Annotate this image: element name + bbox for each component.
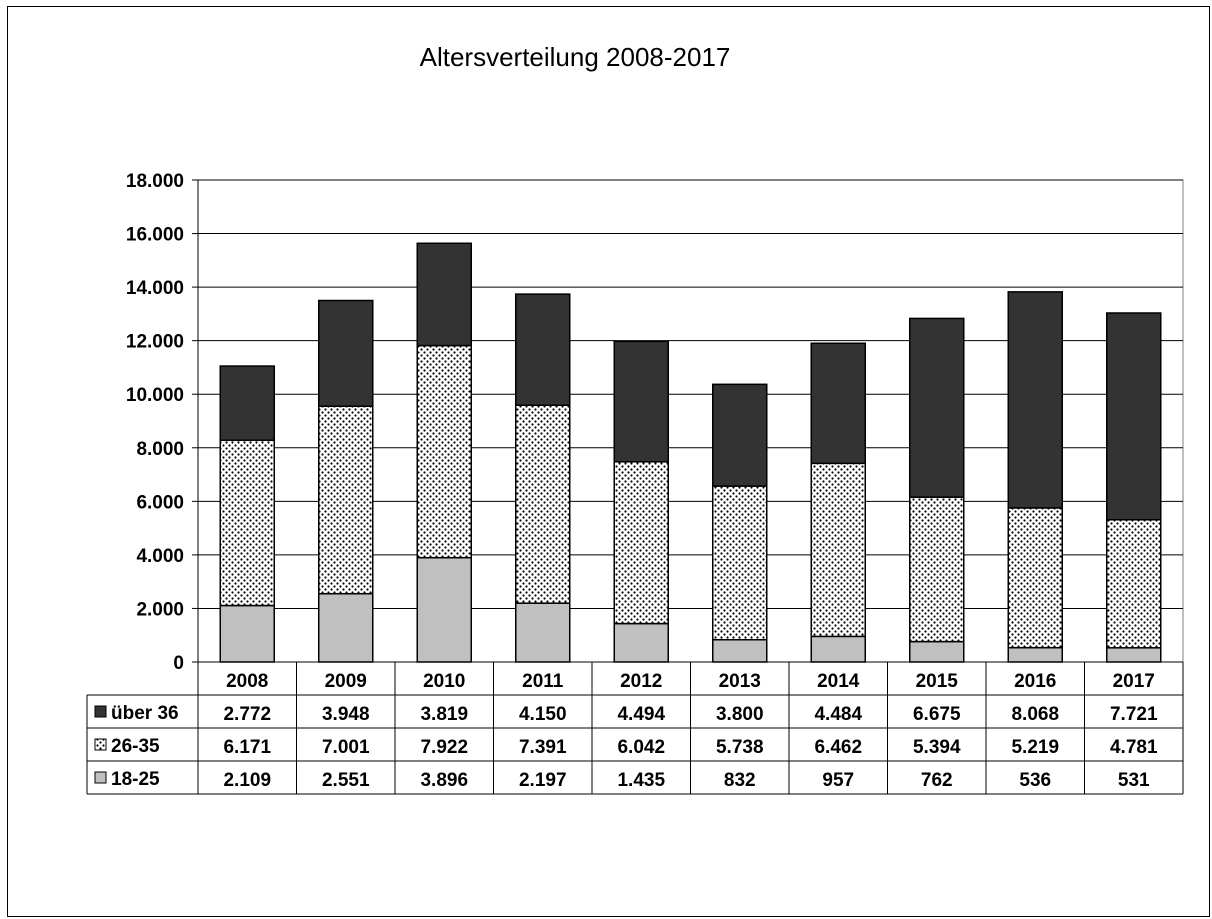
bar-über-36-2015 (909, 317, 965, 498)
x-category-label: 2012 (620, 671, 662, 692)
bar-26-35-2009 (318, 405, 374, 595)
bar-18-25-2017 (1106, 647, 1162, 663)
bar-18-25-2008 (219, 604, 275, 663)
bar-18-25-2013 (712, 638, 768, 663)
data-label-18-25: 2.197 (519, 770, 567, 791)
data-label-18-25: 531 (1118, 770, 1150, 791)
bars (219, 242, 1162, 663)
legend-label-18-25: 18-25 (111, 769, 160, 790)
x-category-label: 2010 (423, 671, 465, 692)
bar-18-25-2012 (613, 622, 669, 663)
x-category-label: 2008 (226, 671, 268, 692)
x-category-label: 2014 (817, 671, 860, 692)
data-label-26-35: 7.001 (322, 737, 370, 758)
data-label-18-25: 1.435 (617, 770, 665, 791)
legend-key-über-36 (94, 705, 107, 718)
data-label-über-36: 4.484 (814, 704, 862, 725)
data-label-18-25: 2.109 (223, 770, 271, 791)
data-label-18-25: 762 (921, 770, 953, 791)
y-tick-label: 10.000 (126, 385, 184, 406)
y-tick-label: 2.000 (136, 599, 184, 620)
data-label-26-35: 4.781 (1110, 737, 1158, 758)
data-label-über-36: 7.721 (1110, 704, 1158, 725)
data-label-26-35: 5.394 (913, 737, 961, 758)
bar-über-36-2012 (613, 340, 669, 463)
y-tick-label: 4.000 (136, 546, 184, 567)
bar-18-25-2011 (515, 602, 571, 663)
legend-label-über-36: über 36 (111, 703, 179, 724)
bar-26-35-2013 (712, 485, 768, 641)
data-label-über-36: 6.675 (913, 704, 961, 725)
x-category-label: 2011 (522, 671, 564, 692)
y-tick-label: 8.000 (136, 439, 184, 460)
data-label-26-35: 5.738 (716, 737, 764, 758)
bar-26-35-2008 (219, 439, 275, 607)
y-axis-ticks: 0 2.000 4.000 6.000 8.000 10.000 12.000 14.000 1… (126, 171, 184, 674)
data-label-18-25: 536 (1019, 770, 1051, 791)
y-tick-label: 18.000 (126, 171, 184, 192)
bar-18-25-2010 (416, 556, 472, 663)
x-category-label: 2013 (719, 671, 761, 692)
bar-über-36-2009 (318, 299, 374, 407)
bar-über-36-2014 (810, 342, 866, 465)
bar-über-36-2011 (515, 293, 571, 407)
legend-key-18-25 (94, 771, 107, 784)
y-tick-label: 12.000 (126, 332, 184, 353)
data-label-26-35: 7.922 (420, 737, 468, 758)
bar-26-35-2012 (613, 461, 669, 625)
bar-über-36-2013 (712, 383, 768, 487)
bar-26-35-2011 (515, 404, 571, 604)
data-label-über-36: 3.800 (716, 704, 764, 725)
y-tick-label: 16.000 (126, 225, 184, 246)
legend-key-26-35 (94, 738, 107, 751)
bar-26-35-2016 (1007, 507, 1063, 649)
bar-26-35-2014 (810, 462, 866, 638)
data-label-26-35: 6.042 (617, 737, 665, 758)
bar-18-25-2014 (810, 635, 866, 663)
chart-title: Altersverteilung 2008-2017 (420, 42, 731, 72)
bar-über-36-2016 (1007, 291, 1063, 509)
data-label-über-36: 2.772 (223, 704, 271, 725)
data-label-über-36: 3.819 (420, 704, 468, 725)
x-category-label: 2009 (325, 671, 367, 692)
legend-label-26-35: 26-35 (111, 736, 160, 757)
data-label-26-35: 7.391 (519, 737, 567, 758)
data-label-26-35: 5.219 (1011, 737, 1059, 758)
data-label-26-35: 6.171 (223, 737, 271, 758)
data-label-über-36: 4.494 (617, 704, 665, 725)
bar-über-36-2010 (416, 242, 472, 347)
y-tick-label: 14.000 (126, 278, 184, 299)
y-tick-label: 6.000 (136, 492, 184, 513)
data-label-über-36: 4.150 (519, 704, 567, 725)
data-label-über-36: 3.948 (322, 704, 370, 725)
y-tick-label: 0 (173, 653, 184, 674)
axes (192, 179, 199, 663)
x-category-label: 2015 (916, 671, 959, 692)
bar-18-25-2016 (1007, 646, 1063, 663)
data-label-18-25: 3.896 (420, 770, 468, 791)
x-category-label: 2016 (1014, 671, 1056, 692)
bar-über-36-2017 (1106, 312, 1162, 521)
data-label-über-36: 8.068 (1011, 704, 1059, 725)
data-label-18-25: 957 (822, 770, 854, 791)
x-category-label: 2017 (1113, 671, 1155, 692)
bar-18-25-2015 (909, 640, 965, 663)
data-table: 2008 2009 2010 2011 2012 2013 2014 2015 2016 2017… (86, 661, 1184, 795)
bar-über-36-2008 (219, 365, 275, 442)
bar-26-35-2010 (416, 344, 472, 559)
bar-26-35-2017 (1106, 519, 1162, 649)
data-label-26-35: 6.462 (814, 737, 862, 758)
data-label-18-25: 2.551 (322, 770, 370, 791)
bar-26-35-2015 (909, 496, 965, 643)
data-label-18-25: 832 (724, 770, 756, 791)
bar-18-25-2009 (318, 592, 374, 663)
